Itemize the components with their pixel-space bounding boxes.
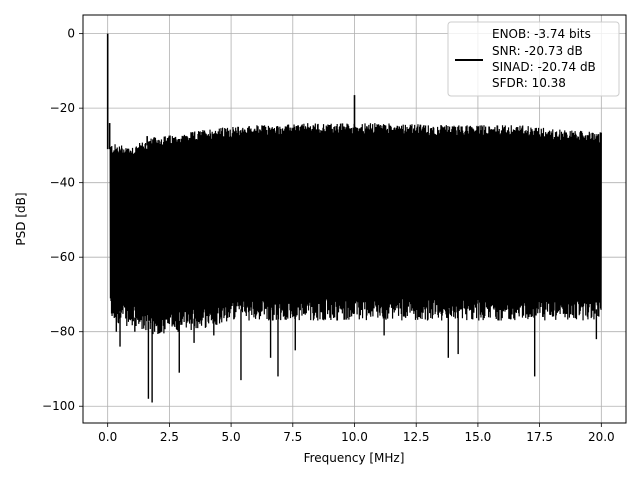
y-tick-label: −20 xyxy=(50,101,75,115)
y-axis-ticks: 0 −20 −40 −60 −80 −100 xyxy=(42,27,83,413)
legend-box xyxy=(447,21,620,97)
y-axis-label: PSD [dB] xyxy=(14,192,28,245)
x-axis-ticks: 0.0 2.5 5.0 7.5 10.0 12.5 15.0 17.5 20.0 xyxy=(98,423,615,444)
x-tick-label: 0.0 xyxy=(98,430,117,444)
x-tick-label: 2.5 xyxy=(160,430,179,444)
x-tick-label: 10.0 xyxy=(341,430,368,444)
x-tick-label: 12.5 xyxy=(403,430,430,444)
legend-entry-sinad: SINAD: -20.74 dB xyxy=(492,60,596,74)
y-tick-label: 0 xyxy=(67,27,75,41)
legend-entry-snr: SNR: -20.73 dB xyxy=(492,44,583,58)
x-tick-label: 20.0 xyxy=(588,430,615,444)
x-axis-label: Frequency [MHz] xyxy=(304,451,405,465)
noise-trace xyxy=(109,123,602,335)
psd-trace xyxy=(106,33,602,403)
x-tick-label: 7.5 xyxy=(283,430,302,444)
y-tick-label: −60 xyxy=(50,250,75,264)
legend: ENOB: -3.74 bits SNR: -20.73 dB SINAD: -… xyxy=(447,21,620,97)
y-tick-label: −40 xyxy=(50,176,75,190)
legend-entry-sfdr: SFDR: 10.38 xyxy=(492,76,566,90)
legend-entry-enob: ENOB: -3.74 bits xyxy=(492,27,591,41)
x-tick-label: 17.5 xyxy=(526,430,553,444)
y-tick-label: −100 xyxy=(42,399,75,413)
x-tick-label: 5.0 xyxy=(222,430,241,444)
x-tick-label: 15.0 xyxy=(465,430,492,444)
noise-band xyxy=(110,143,602,302)
y-tick-label: −80 xyxy=(50,325,75,339)
